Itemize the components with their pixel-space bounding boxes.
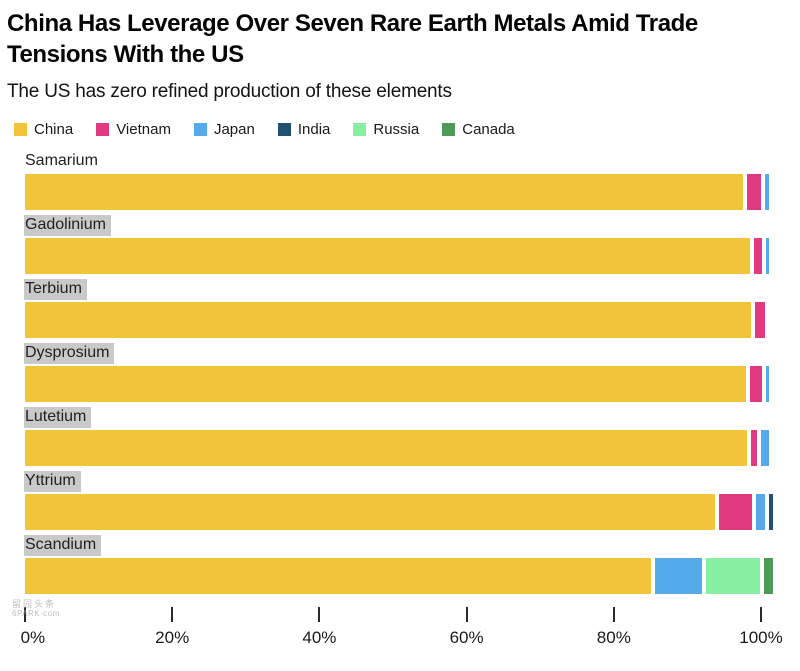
bar-segment-japan[interactable] bbox=[765, 174, 769, 210]
bar-samarium bbox=[25, 174, 769, 210]
chart-row-scandium: Scandium bbox=[24, 535, 773, 599]
chart-row-yttrium: Yttrium bbox=[24, 471, 773, 535]
bar-segment-japan[interactable] bbox=[760, 430, 769, 466]
bar-segment-vietnam[interactable] bbox=[751, 430, 757, 466]
legend-item-vietnam: Vietnam bbox=[96, 121, 171, 138]
axis-tick-label: 20% bbox=[155, 628, 190, 647]
category-label: Dysprosium bbox=[24, 343, 115, 364]
bar-segment-china[interactable] bbox=[25, 430, 748, 466]
legend-swatch-icon bbox=[14, 123, 27, 136]
legend-swatch-icon bbox=[353, 123, 367, 136]
axis-tick-label: 80% bbox=[596, 628, 631, 647]
bar-segment-japan[interactable] bbox=[756, 494, 766, 530]
bar-segment-china[interactable] bbox=[25, 494, 716, 530]
bar-segment-vietnam[interactable] bbox=[754, 302, 765, 338]
bar-segment-canada[interactable] bbox=[764, 558, 773, 594]
legend-label: Canada bbox=[462, 121, 515, 138]
legend-item-russia: Russia bbox=[353, 121, 419, 138]
axis-tick bbox=[24, 607, 26, 622]
legend-label: Japan bbox=[213, 121, 255, 138]
bar-segment-india[interactable] bbox=[769, 494, 773, 530]
bar-segment-china[interactable] bbox=[25, 174, 744, 210]
legend-swatch-icon bbox=[193, 123, 207, 136]
category-label: Scandium bbox=[24, 535, 102, 556]
axis-tick bbox=[612, 607, 615, 622]
axis-tick-label: 0% bbox=[20, 628, 46, 647]
legend-swatch-icon bbox=[442, 123, 456, 136]
chart-title-line2: Tensions With the US bbox=[7, 41, 244, 68]
legend-swatch-icon bbox=[277, 123, 291, 136]
legend-item-china: China bbox=[14, 121, 73, 138]
x-axis: 0% 20% 40% 60% 80% 100% bbox=[21, 607, 783, 653]
chart-row-lutetium: Lutetium bbox=[24, 407, 769, 471]
bar-segment-japan[interactable] bbox=[766, 366, 769, 402]
legend-item-india: India bbox=[277, 121, 331, 138]
category-label: Terbium bbox=[24, 279, 87, 300]
bar-scandium bbox=[25, 558, 773, 594]
axis-tick bbox=[760, 607, 762, 622]
axis-tick bbox=[171, 607, 174, 622]
legend-label: Russia bbox=[373, 121, 420, 138]
legend-label: China bbox=[34, 121, 74, 138]
bar-segment-japan[interactable] bbox=[654, 558, 703, 594]
axis-tick-label: 100% bbox=[739, 628, 783, 647]
bar-yttrium bbox=[25, 494, 773, 530]
bar-segment-vietnam[interactable] bbox=[747, 174, 762, 210]
axis-tick bbox=[318, 607, 321, 622]
chart-row-dysprosium: Dysprosium bbox=[24, 343, 769, 407]
chart-row-gadolinium: Gadolinium bbox=[24, 215, 769, 279]
legend-item-canada: Canada bbox=[442, 121, 515, 138]
legend-swatch-icon bbox=[96, 123, 110, 136]
axis-tick-label: 60% bbox=[449, 628, 484, 647]
bar-segment-japan[interactable] bbox=[766, 238, 769, 274]
chart-page: China Has Leverage Over Seven Rare Earth… bbox=[7, 8, 790, 653]
bar-segment-vietnam[interactable] bbox=[753, 238, 763, 274]
legend-label: Vietnam bbox=[116, 121, 171, 138]
bar-segment-vietnam[interactable] bbox=[750, 366, 763, 402]
stacked-bar-chart: Samarium Gadolinium Terbium Dysprosium Lutet… bbox=[24, 151, 773, 599]
chart-row-terbium: Terbium bbox=[24, 279, 765, 343]
bar-segment-vietnam[interactable] bbox=[719, 494, 753, 530]
bar-segment-china[interactable] bbox=[25, 366, 747, 402]
chart-title: China Has Leverage Over Seven Rare Earth… bbox=[7, 8, 790, 70]
legend: China Vietnam Japan India Russia Canada bbox=[14, 121, 790, 138]
bar-segment-china[interactable] bbox=[25, 238, 750, 274]
axis-tick-label: 40% bbox=[302, 628, 337, 647]
legend-label: India bbox=[297, 121, 331, 138]
chart-title-line1: China Has Leverage Over Seven Rare Earth… bbox=[7, 10, 698, 37]
bar-dysprosium bbox=[25, 366, 769, 402]
bar-gadolinium bbox=[25, 238, 769, 274]
bar-segment-china[interactable] bbox=[25, 558, 651, 594]
category-label: Gadolinium bbox=[24, 215, 111, 236]
category-label: Lutetium bbox=[24, 407, 92, 428]
bar-segment-china[interactable] bbox=[25, 302, 751, 338]
category-label: Yttrium bbox=[24, 471, 81, 492]
axis-tick bbox=[465, 607, 468, 622]
bar-segment-russia[interactable] bbox=[706, 558, 761, 594]
legend-item-japan: Japan bbox=[193, 121, 255, 138]
bar-lutetium bbox=[25, 430, 769, 466]
chart-subtitle: The US has zero refined production of th… bbox=[7, 81, 452, 102]
category-label: Samarium bbox=[25, 152, 98, 169]
chart-row-samarium: Samarium bbox=[25, 151, 769, 215]
bar-terbium bbox=[25, 302, 765, 338]
